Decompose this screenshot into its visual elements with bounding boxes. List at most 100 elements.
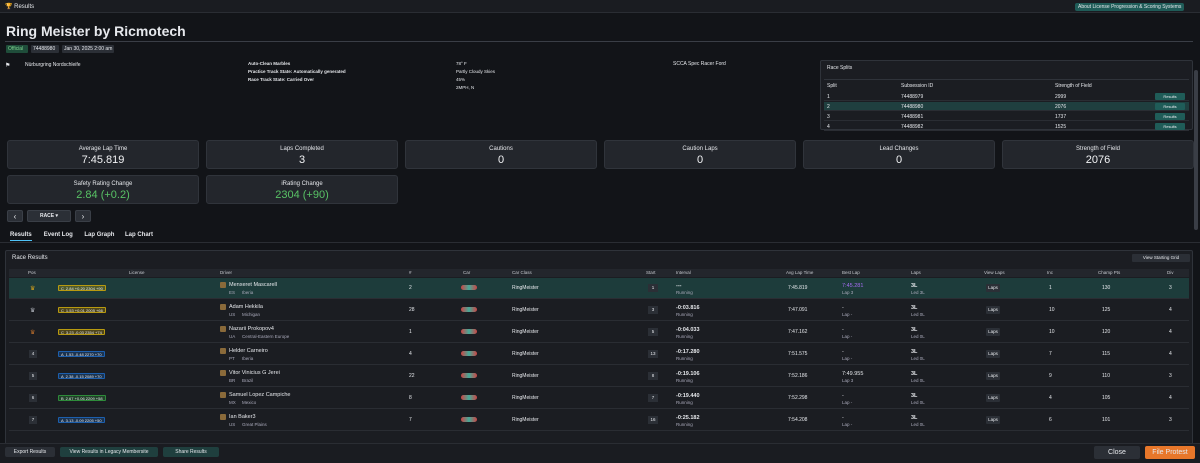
session-select[interactable]: RACE ▾ <box>27 210 71 222</box>
split-cell: 2999 <box>1055 94 1067 100</box>
license-text: 3.23 -0.03 2354 +74 <box>65 330 102 335</box>
laps: 3L <box>911 415 918 421</box>
license-text: 3.13 -0.09 2205 +50 <box>65 418 102 423</box>
car-icon <box>461 351 477 356</box>
champ-points: 130 <box>1102 285 1111 291</box>
starting-grid-button[interactable]: View Starting Grid <box>1132 254 1190 262</box>
division: 4 <box>1169 307 1172 313</box>
incidents: 6 <box>1049 417 1052 423</box>
car-number: 4 <box>409 351 412 357</box>
help-link[interactable]: About License Progression & Scoring Syst… <box>1075 3 1185 11</box>
stat-card: Safety Rating Change 2.84 (+0.2) <box>7 175 199 204</box>
track-icon: ⚑ <box>5 63 11 69</box>
next-session[interactable]: › <box>75 210 91 222</box>
results-panel: Race Results View Starting Grid Pos License… <box>5 250 1193 445</box>
region: Iberia <box>242 290 254 295</box>
column-header: Laps <box>911 270 921 275</box>
footer-button[interactable]: Share Results <box>163 447 219 457</box>
led: Led 0L <box>911 400 925 405</box>
split-results-button[interactable]: Results <box>1155 93 1185 100</box>
car-class: RingMeister <box>512 307 539 313</box>
tab[interactable]: Lap Graph <box>84 232 115 238</box>
interval: -0:19.106 <box>676 371 700 377</box>
condition: Practice Track State: Automatically gene… <box>248 69 346 74</box>
column-header: Car <box>463 270 471 275</box>
car-class: RingMeister <box>512 329 539 335</box>
status: Running <box>676 356 693 361</box>
prev-session[interactable]: ‹ <box>7 210 23 222</box>
split-row <box>824 102 1189 111</box>
splits-title: Race Splits <box>827 65 853 71</box>
champ-points: 105 <box>1102 395 1111 401</box>
country: US <box>229 422 236 427</box>
stat-card: iRating Change 2304 (+90) <box>206 175 398 204</box>
stat-card: Lead Changes 0 <box>803 140 995 169</box>
champ-points: 101 <box>1102 417 1111 423</box>
license-badge: A 2.38 -0.15 2089 +70 <box>58 373 105 379</box>
interval: --- <box>676 283 682 289</box>
view-laps-button[interactable]: Laps <box>986 416 1000 424</box>
split-results-button[interactable]: Results <box>1155 123 1185 130</box>
driver[interactable]: Helder Carneiro <box>229 348 268 354</box>
view-laps-button[interactable]: Laps <box>986 394 1000 402</box>
region: Michigan <box>242 312 261 317</box>
champ-points: 110 <box>1102 373 1110 379</box>
car-icon <box>461 395 477 400</box>
avg-lap: 7:47.091 <box>788 307 808 313</box>
footer-button[interactable]: Export Results <box>5 447 55 457</box>
champ-points: 125 <box>1102 307 1111 313</box>
file-protest-button[interactable]: File Protest <box>1145 446 1195 459</box>
license-badge: C 2.84 +0.20 2304 +90 <box>58 285 106 291</box>
split-results-button[interactable]: Results <box>1155 113 1185 120</box>
condition: Auto-Clean Marbles <box>248 61 291 66</box>
best-lap-number: Lap - <box>842 422 853 427</box>
stat-card: Strength of Field 2076 <box>1002 140 1194 169</box>
splits-header: Strength of Field <box>1055 83 1092 89</box>
country: PT <box>229 356 235 361</box>
split-cell: 74488980 <box>901 104 924 110</box>
close-button[interactable]: Close <box>1094 446 1140 459</box>
best-lap-number: Lap 3 <box>842 290 854 295</box>
stat-value: 3 <box>298 154 306 166</box>
driver[interactable]: Adam Hekkila <box>229 304 263 310</box>
interval: -0:19.440 <box>676 393 700 399</box>
driver[interactable]: Vitor Vinicius G Jerei <box>229 370 280 376</box>
view-laps-button[interactable]: Laps <box>986 350 1000 358</box>
divider <box>5 41 1193 42</box>
country: BR <box>229 378 236 383</box>
laps: 3L <box>911 349 918 355</box>
splits-panel: Race Splits Split Subsession ID Strength of… <box>820 60 1193 131</box>
result-row <box>9 388 1189 409</box>
tab[interactable]: Event Log <box>43 232 73 238</box>
column-header: License <box>129 270 145 275</box>
split-results-button[interactable]: Results <box>1155 103 1185 110</box>
column-header: Avg Lap Time <box>786 270 814 275</box>
license-class: A <box>61 374 64 379</box>
tabs: Results Event Log Lap Graph Lap Chart <box>0 231 1200 243</box>
footer-button[interactable]: View Results in Legacy Membersite <box>60 447 158 457</box>
license-class: C <box>61 330 64 335</box>
stat-value: 0 <box>497 154 505 166</box>
car-class: RingMeister <box>512 417 539 423</box>
led: Led 0L <box>911 356 925 361</box>
column-header: Inc <box>1047 270 1054 275</box>
view-laps-button[interactable]: Laps <box>986 328 1000 336</box>
driver[interactable]: Samuel Lopez Campiche <box>229 392 291 398</box>
avatar <box>220 326 226 332</box>
view-laps-button[interactable]: Laps <box>986 306 1000 314</box>
view-laps-button[interactable]: Laps <box>986 284 1000 292</box>
status: Running <box>676 400 693 405</box>
tab[interactable]: Lap Chart <box>125 232 154 238</box>
incidents: 1 <box>1049 285 1052 291</box>
status: Running <box>676 422 693 427</box>
condition: Race Track State: Carried Over <box>248 77 315 82</box>
tab[interactable]: Results <box>10 232 32 241</box>
stat-label: Laps Completed <box>280 146 324 152</box>
view-laps-button[interactable]: Laps <box>986 372 1000 380</box>
driver[interactable]: Menxeret Mascarell <box>229 282 277 288</box>
driver[interactable]: Ian Baker3 <box>229 414 256 420</box>
license-badge: C 3.23 -0.03 2354 +74 <box>58 329 105 335</box>
driver[interactable]: Nazarii Prokopov4 <box>229 326 274 332</box>
laps: 3L <box>911 371 918 377</box>
